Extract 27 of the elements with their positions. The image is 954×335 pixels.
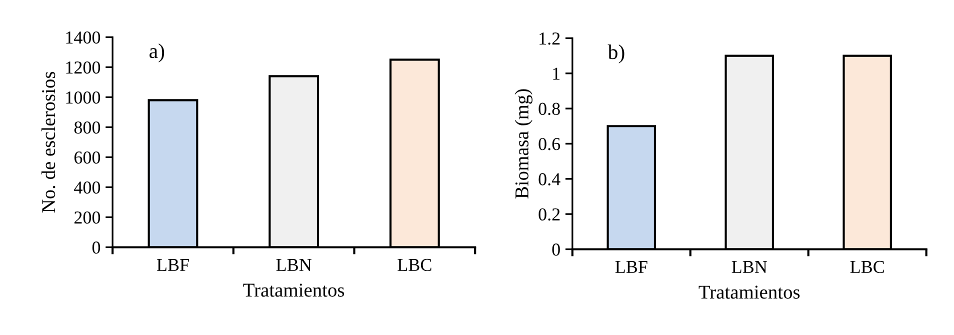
y-tick-label: 0.8 xyxy=(538,102,560,116)
y-tick-label: 0.2 xyxy=(538,208,560,221)
y-tick-label: 1.2 xyxy=(540,32,560,45)
y-tick-label: 1000 xyxy=(66,91,100,104)
y-tick-label: 1200 xyxy=(66,61,100,74)
y-tick-label: 0 xyxy=(552,243,560,256)
y-tick-label: 800 xyxy=(74,121,100,134)
x-tick-label: LBF xyxy=(615,261,648,273)
annotation: a) xyxy=(150,43,164,62)
x-tick-label: LBF xyxy=(156,259,189,271)
y-tick-label: 0 xyxy=(92,241,100,254)
annotation: b) xyxy=(608,44,624,64)
y-tick-label: 0.4 xyxy=(538,173,560,186)
x-tick-label: LBC xyxy=(398,258,432,272)
y-tick-label: 600 xyxy=(74,151,100,164)
y-tick-label: 400 xyxy=(74,181,100,194)
x-axis-title: Tratamientos xyxy=(698,286,800,299)
x-tick-label: LBC xyxy=(850,260,884,274)
y-tick-label: 200 xyxy=(74,211,100,224)
y-tick-label: 0.6 xyxy=(538,138,560,150)
y-axis-title: Biomasa (mg) xyxy=(514,89,532,199)
y-axis-title: No. de esclerosios xyxy=(41,72,56,213)
y-tick-label: 1400 xyxy=(66,31,100,44)
x-tick-label: LBN xyxy=(732,261,768,273)
y-tick-label: 1 xyxy=(553,68,560,80)
x-tick-label: LBN xyxy=(276,259,312,271)
x-axis-title: Tratamientos xyxy=(243,284,344,297)
